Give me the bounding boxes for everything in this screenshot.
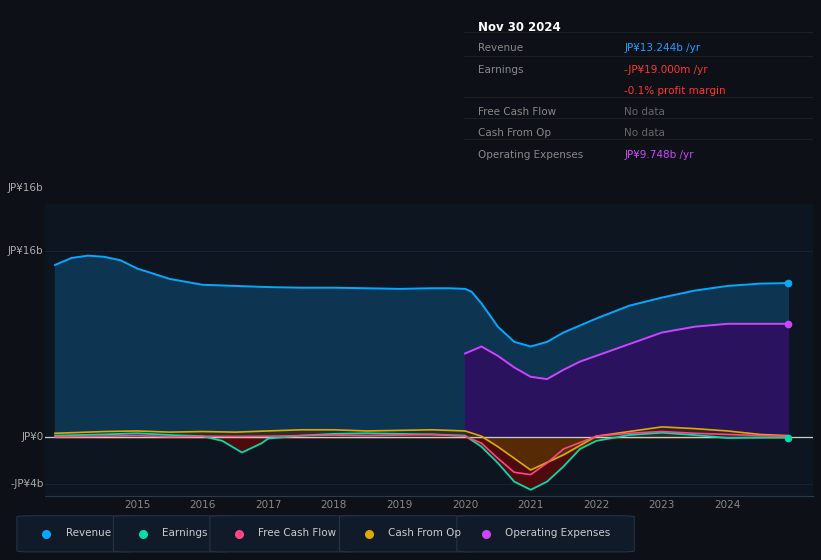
Text: Revenue: Revenue bbox=[66, 529, 111, 538]
Text: -JP¥4b: -JP¥4b bbox=[10, 479, 44, 489]
FancyBboxPatch shape bbox=[340, 516, 479, 552]
Text: Cash From Op: Cash From Op bbox=[388, 529, 461, 538]
Text: Revenue: Revenue bbox=[478, 43, 523, 53]
Text: JP¥0: JP¥0 bbox=[21, 432, 44, 442]
Text: JP¥16b: JP¥16b bbox=[8, 246, 44, 256]
Text: Earnings: Earnings bbox=[162, 529, 208, 538]
Text: Free Cash Flow: Free Cash Flow bbox=[478, 107, 556, 117]
Text: Cash From Op: Cash From Op bbox=[478, 128, 551, 138]
FancyBboxPatch shape bbox=[210, 516, 360, 552]
FancyBboxPatch shape bbox=[17, 516, 136, 552]
Text: Free Cash Flow: Free Cash Flow bbox=[259, 529, 337, 538]
Text: JP¥9.748b /yr: JP¥9.748b /yr bbox=[624, 150, 694, 160]
FancyBboxPatch shape bbox=[456, 516, 635, 552]
Text: Nov 30 2024: Nov 30 2024 bbox=[478, 21, 561, 34]
Text: Operating Expenses: Operating Expenses bbox=[506, 529, 611, 538]
Text: No data: No data bbox=[624, 107, 665, 117]
Text: Earnings: Earnings bbox=[478, 66, 523, 76]
FancyBboxPatch shape bbox=[113, 516, 233, 552]
Text: JP¥13.244b /yr: JP¥13.244b /yr bbox=[624, 43, 700, 53]
Text: No data: No data bbox=[624, 128, 665, 138]
Text: -JP¥19.000m /yr: -JP¥19.000m /yr bbox=[624, 66, 708, 76]
Text: JP¥16b: JP¥16b bbox=[8, 183, 44, 193]
Text: -0.1% profit margin: -0.1% profit margin bbox=[624, 86, 726, 96]
Text: Operating Expenses: Operating Expenses bbox=[478, 150, 583, 160]
